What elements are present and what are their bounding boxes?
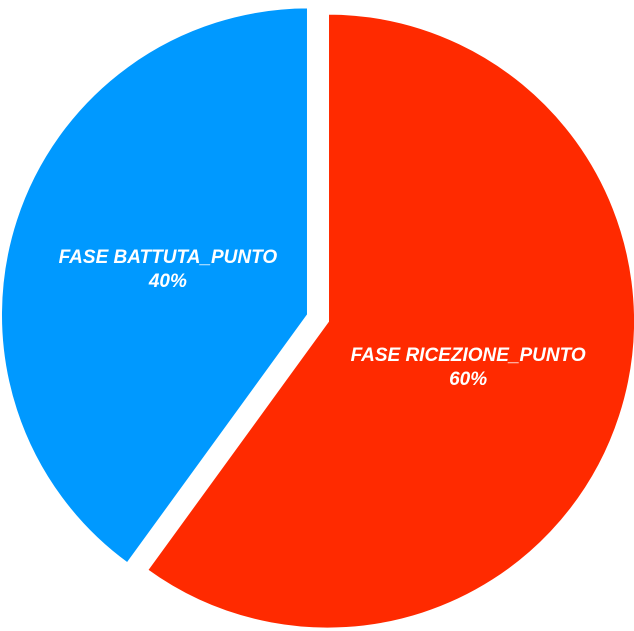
pie-labels: FASE RICEZIONE_PUNTO 60% FASE BATTUTA_PUNT… <box>59 247 586 390</box>
pie-slice-value-label: 40% <box>148 271 187 292</box>
pie-slice-fase-battuta-punto <box>0 5 310 567</box>
pie-slice-fase-ricezione-punto <box>144 11 634 631</box>
pie-slice-label: FASE RICEZIONE_PUNTO <box>351 345 586 366</box>
pie-slice-label: FASE BATTUTA_PUNTO <box>59 247 278 268</box>
pie-slice-value-label: 60% <box>449 369 487 390</box>
pie-slices <box>0 5 634 631</box>
